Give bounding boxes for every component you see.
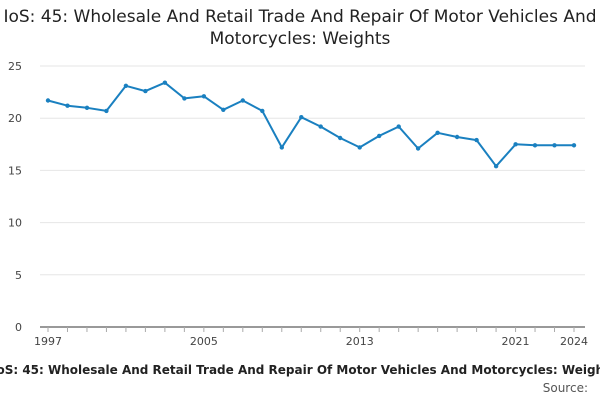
data-point [221,107,226,113]
data-point [182,96,187,101]
data-point [201,94,207,99]
y-tick-label: 15 [8,164,22,177]
data-point [299,115,304,120]
data-point [143,88,148,94]
data-point [415,146,421,151]
data-point [65,103,70,108]
y-tick-label: 20 [8,112,22,125]
y-tick-label: 0 [15,321,22,334]
series-points-group [45,80,577,169]
x-tick-label: 2005 [190,335,218,348]
data-point [318,124,323,129]
y-tick-label: 25 [8,60,22,73]
y-tick-label: 10 [8,217,22,230]
source-label: Source: [542,381,588,395]
data-point [474,137,479,143]
data-point [396,124,401,129]
data-point [260,108,265,114]
x-axis: 1997 2005 2013 2021 2024 [34,326,588,348]
series-line-group [47,81,574,168]
data-point [45,98,51,103]
series-line [47,81,574,168]
x-tick-label: 1997 [34,335,62,348]
data-point [123,83,129,89]
data-point [338,135,343,141]
y-axis: 0 5 10 15 20 25 [8,60,22,334]
data-point [552,143,557,148]
x-tick-label: 2021 [502,335,530,348]
data-point [104,108,109,114]
data-point [571,143,577,148]
data-point [513,142,518,147]
data-point [357,145,362,150]
data-point [435,130,440,135]
data-point [532,143,538,148]
x-tick-label: 2024 [560,335,588,348]
footer-title: IoS: 45: Wholesale And Retail Trade And … [0,363,600,377]
data-point [84,105,90,111]
chart-title: IoS: 45: Wholesale And Retail Trade And … [3,7,597,49]
data-point [454,134,460,140]
data-point [493,164,499,169]
data-point [240,98,245,103]
gridlines [40,65,585,276]
data-point [377,133,382,139]
data-point [162,80,168,85]
x-tick-label: 2013 [346,335,374,348]
y-tick-label: 5 [15,269,22,282]
data-point [279,145,284,150]
